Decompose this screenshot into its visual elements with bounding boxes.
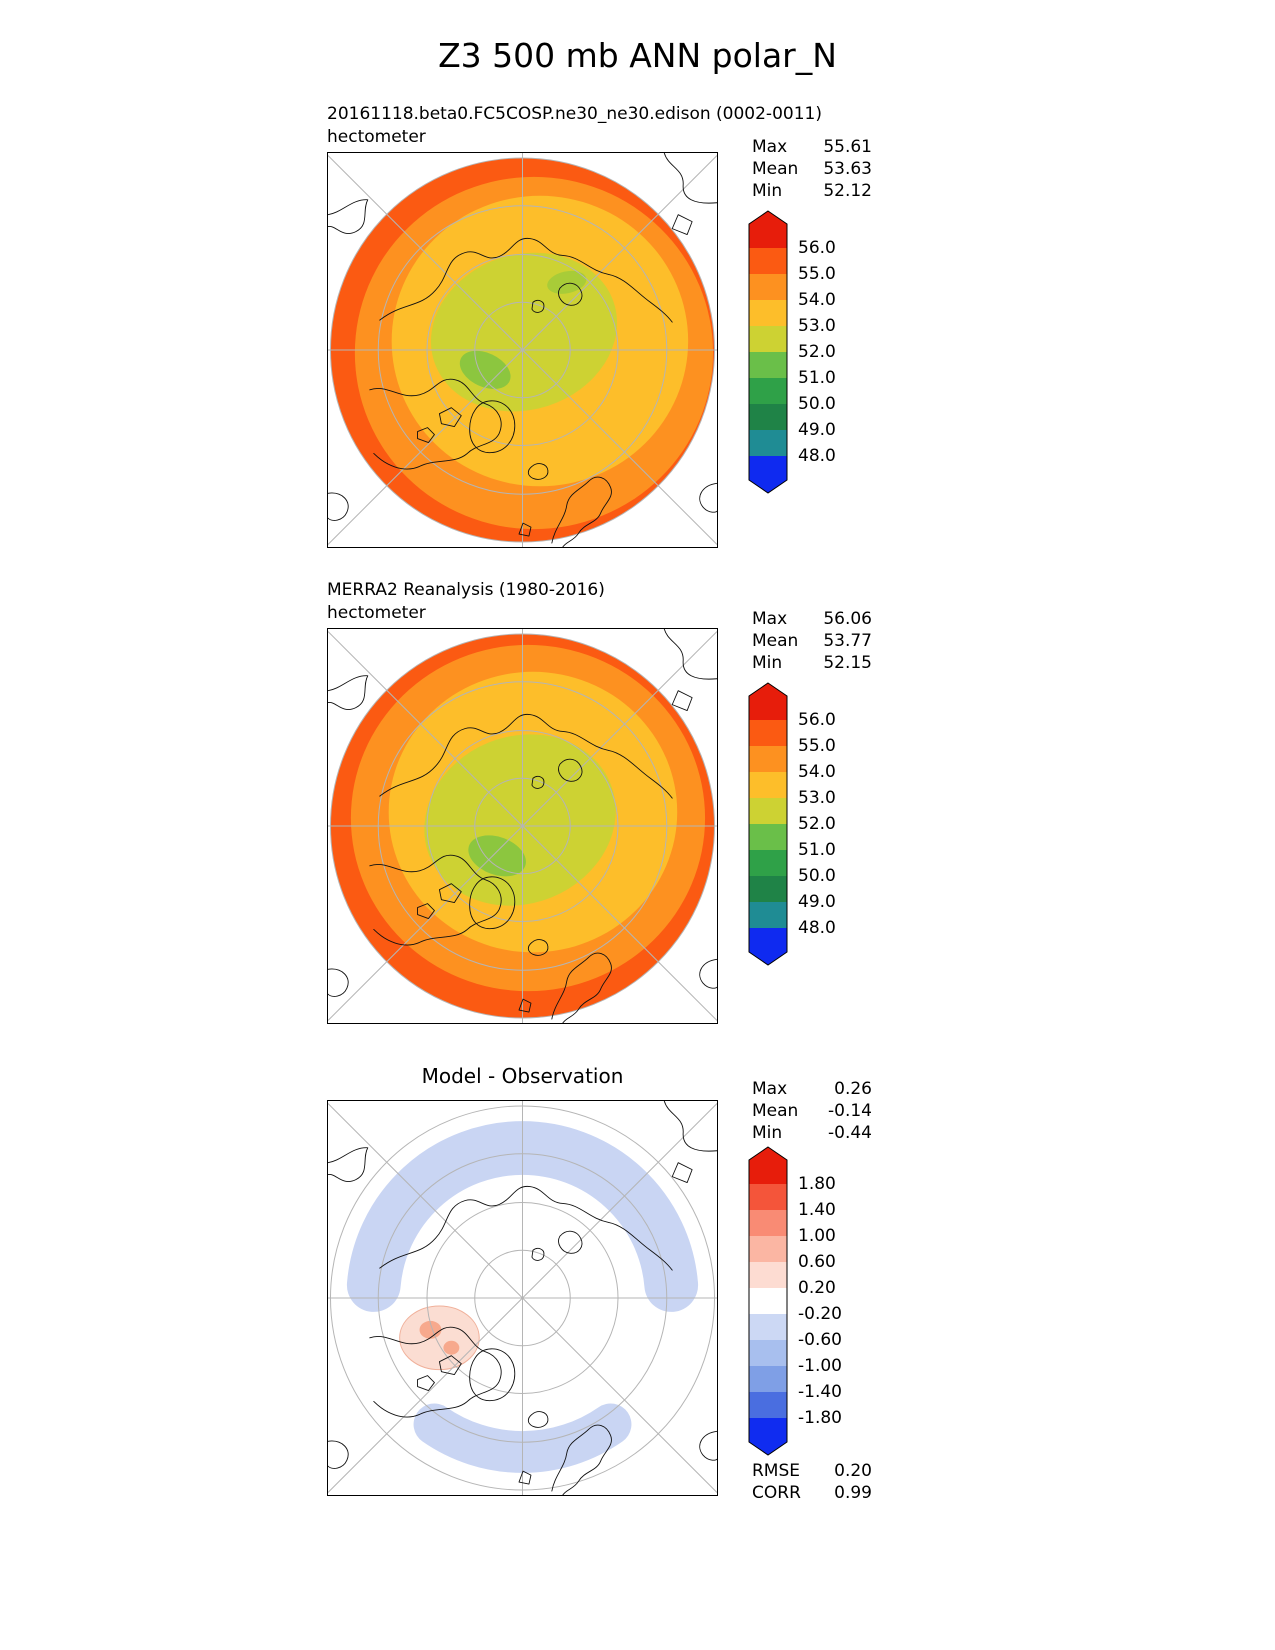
stat-value: -0.44	[828, 1123, 872, 1143]
panel2-units-label: hectometer	[327, 603, 426, 623]
stat-value: 53.77	[823, 631, 872, 651]
stat-label: Mean	[752, 631, 799, 651]
colorbar-tick: 50.0	[798, 394, 836, 414]
stat-value: -0.14	[828, 1101, 872, 1121]
colorbar-tick: 50.0	[798, 866, 836, 886]
colorbar-tick: 55.0	[798, 264, 836, 284]
stat-corr: CORR 0.99	[752, 1482, 872, 1504]
figure-title: Z3 500 mb ANN polar_N	[438, 36, 837, 75]
panel2-map	[327, 628, 718, 1024]
stat-value: 53.63	[823, 159, 872, 179]
colorbar-tick: 49.0	[798, 420, 836, 440]
colorbar-tick: 1.40	[798, 1200, 836, 1220]
graticule	[328, 1101, 717, 1495]
colorbar-tick: -1.00	[798, 1356, 842, 1376]
stat-max: Max 55.61	[752, 136, 872, 158]
stat-max: Max 56.06	[752, 608, 872, 630]
panel3-map	[327, 1100, 718, 1496]
stat-value: 55.61	[823, 137, 872, 157]
colorbar-tick: 51.0	[798, 368, 836, 388]
stat-max: Max 0.26	[752, 1078, 872, 1100]
colorbar-tick: 53.0	[798, 316, 836, 336]
coastlines	[328, 153, 717, 547]
colorbar-tick: -1.40	[798, 1382, 842, 1402]
panel3-title: Model - Observation	[421, 1064, 624, 1088]
stat-label: Min	[752, 1123, 783, 1143]
graticule	[328, 153, 717, 547]
colorbar-tick: -1.80	[798, 1408, 842, 1428]
stat-label: CORR	[752, 1483, 801, 1503]
panel1-stats: Max 55.61 Mean 53.63 Min 52.12	[752, 136, 872, 202]
panel2-colorbar: 56.0 55.0 54.0 53.0 52.0 51.0 50.0 49.0 …	[748, 682, 858, 966]
stat-mean: Mean 53.77	[752, 630, 872, 652]
polar-map-diff	[328, 1101, 717, 1495]
stat-value: 0.20	[834, 1461, 872, 1481]
stat-value: 56.06	[823, 609, 872, 629]
stat-label: Mean	[752, 1101, 799, 1121]
panel3-stats: Max 0.26 Mean -0.14 Min -0.44	[752, 1078, 872, 1144]
coastlines	[328, 1101, 717, 1495]
panel1-colorbar: 56.0 55.0 54.0 53.0 52.0 51.0 50.0 49.0 …	[748, 210, 858, 494]
stat-mean: Mean -0.14	[752, 1100, 872, 1122]
stat-label: Max	[752, 1079, 788, 1099]
colorbar-swatches	[748, 682, 788, 966]
colorbar-tick: 49.0	[798, 892, 836, 912]
stat-value: 0.99	[834, 1483, 872, 1503]
panel3-footer-stats: RMSE 0.20 CORR 0.99	[752, 1460, 872, 1504]
colorbar-tick: 51.0	[798, 840, 836, 860]
panel1-caption: 20161118.beta0.FC5COSP.ne30_ne30.edison …	[327, 104, 822, 124]
colorbar-tick: -0.20	[798, 1304, 842, 1324]
colorbar-tick: 48.0	[798, 918, 836, 938]
colorbar-tick: 0.60	[798, 1252, 836, 1272]
colorbar-swatches	[748, 1146, 788, 1456]
stat-value: 52.15	[823, 653, 872, 673]
graticule	[328, 629, 717, 1023]
colorbar-tick: 56.0	[798, 238, 836, 258]
colorbar-tick: 48.0	[798, 446, 836, 466]
polar-map-obs	[328, 629, 717, 1023]
stat-label: Max	[752, 137, 788, 157]
colorbar-tick: 54.0	[798, 290, 836, 310]
colorbar-tick: 56.0	[798, 710, 836, 730]
colorbar-tick: 1.80	[798, 1174, 836, 1194]
stat-mean: Mean 53.63	[752, 158, 872, 180]
colorbar-tick: 52.0	[798, 814, 836, 834]
colorbar-tick: 52.0	[798, 342, 836, 362]
polar-map-model	[328, 153, 717, 547]
stat-min: Min 52.12	[752, 180, 872, 202]
panel1-map	[327, 152, 718, 548]
colorbar-tick: 1.00	[798, 1226, 836, 1246]
panel2-stats: Max 56.06 Mean 53.77 Min 52.15	[752, 608, 872, 674]
coastlines	[328, 629, 717, 1023]
colorbar-tick: 54.0	[798, 762, 836, 782]
stat-label: Mean	[752, 159, 799, 179]
colorbar-tick: -0.60	[798, 1330, 842, 1350]
panel2-caption: MERRA2 Reanalysis (1980-2016)	[327, 580, 605, 600]
panel3-colorbar: 1.80 1.40 1.00 0.60 0.20 -0.20 -0.60 -1.…	[748, 1146, 858, 1456]
stat-value: 0.26	[834, 1079, 872, 1099]
colorbar-tick: 53.0	[798, 788, 836, 808]
colorbar-tick: 0.20	[798, 1278, 836, 1298]
colorbar-tick: 55.0	[798, 736, 836, 756]
stat-min: Min 52.15	[752, 652, 872, 674]
colorbar-swatches	[748, 210, 788, 494]
stat-value: 52.12	[823, 181, 872, 201]
stat-label: Min	[752, 181, 783, 201]
stat-label: Max	[752, 609, 788, 629]
stat-label: RMSE	[752, 1461, 801, 1481]
panel1-units-label: hectometer	[327, 127, 426, 147]
stat-rmse: RMSE 0.20	[752, 1460, 872, 1482]
stat-min: Min -0.44	[752, 1122, 872, 1144]
stat-label: Min	[752, 653, 783, 673]
